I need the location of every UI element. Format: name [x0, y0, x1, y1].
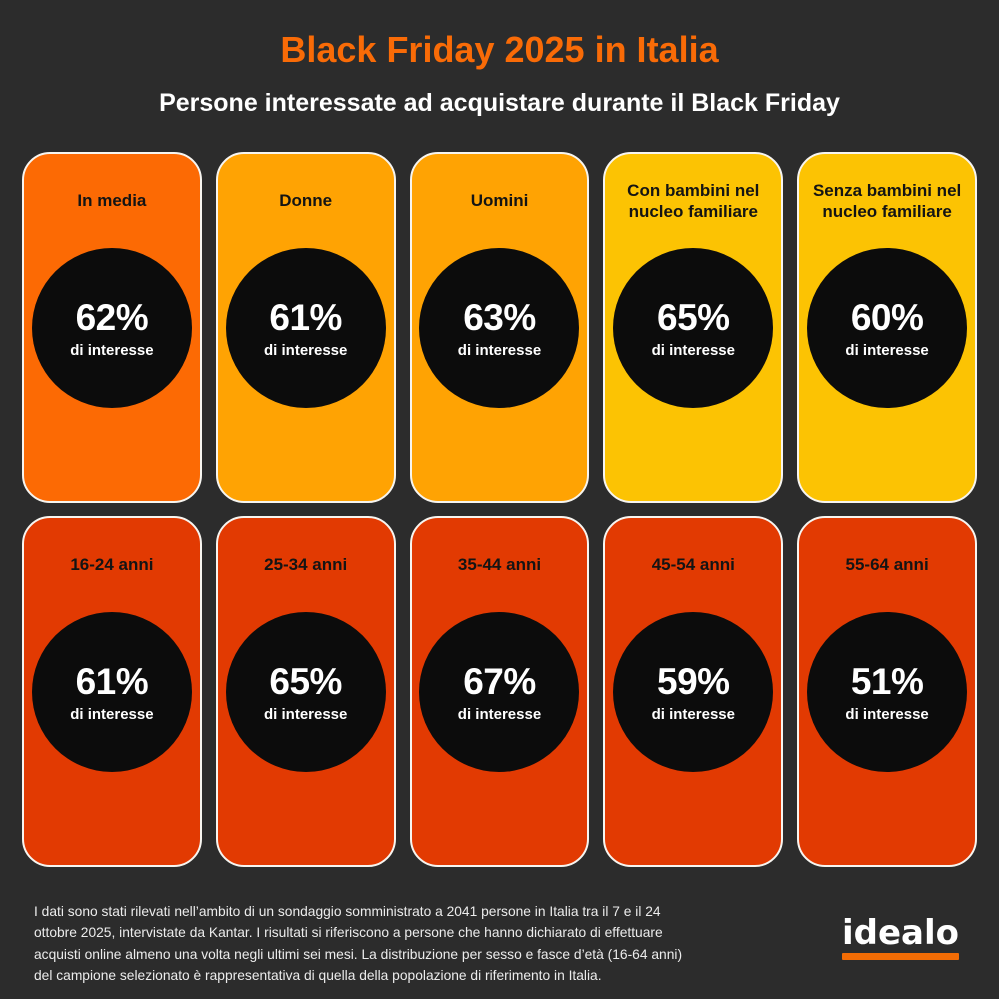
- percentage-value: 65%: [269, 660, 342, 702]
- idealo-logo-text: idealo: [841, 913, 959, 953]
- percentage-circle: 67% di interesse: [419, 612, 580, 772]
- stat-card-senza-bambini: Senza bambini nel nucleo familiare 60% d…: [797, 152, 977, 503]
- card-title: 25-34 anni: [264, 555, 348, 575]
- percentage-caption: di interesse: [845, 341, 929, 359]
- idealo-logo: idealo: [841, 913, 959, 960]
- stat-card-25-34: 25-34 anni 65% di interesse: [215, 516, 396, 867]
- card-title: Uomini: [470, 191, 529, 211]
- percentage-caption: di interesse: [70, 341, 154, 359]
- card-title: 35-44 anni: [457, 555, 542, 575]
- percentage-value: 60%: [850, 296, 924, 338]
- percentage-value: 65%: [657, 296, 730, 338]
- card-title: Senza bambini nel nucleo familiare: [812, 180, 962, 221]
- percentage-caption: di interesse: [264, 705, 348, 723]
- stat-card-35-44: 35-44 anni 67% di interesse: [409, 516, 590, 867]
- stat-card-in-media: In media 62% di interesse: [22, 152, 202, 503]
- stat-cards-grid: In media 62% di interesse Donne 61% di i…: [0, 152, 999, 867]
- page-subtitle: Persone interessate ad acquistare durant…: [159, 89, 840, 117]
- percentage-caption: di interesse: [457, 705, 542, 723]
- percentage-value: 51%: [850, 660, 924, 702]
- percentage-value: 67%: [463, 660, 536, 702]
- percentage-caption: di interesse: [651, 341, 735, 359]
- percentage-circle: 60% di interesse: [807, 248, 968, 408]
- stat-card-uomini: Uomini 63% di interesse: [409, 152, 590, 503]
- footer: I dati sono stati rilevati nell’ambito d…: [34, 901, 959, 987]
- percentage-value: 59%: [657, 660, 730, 702]
- percentage-value: 61%: [269, 296, 342, 338]
- percentage-circle: 51% di interesse: [807, 612, 968, 772]
- percentage-caption: di interesse: [651, 705, 735, 723]
- percentage-circle: 65% di interesse: [225, 612, 386, 772]
- stat-card-45-54: 45-54 anni 59% di interesse: [603, 516, 784, 867]
- percentage-caption: di interesse: [70, 705, 154, 723]
- percentage-circle: 61% di interesse: [31, 612, 192, 772]
- stat-card-donne: Donne 61% di interesse: [215, 152, 396, 503]
- idealo-logo-underline: [841, 953, 959, 960]
- stat-card-55-64: 55-64 anni 51% di interesse: [797, 516, 977, 867]
- card-title: 55-64 anni: [845, 555, 929, 575]
- percentage-circle: 63% di interesse: [419, 248, 580, 408]
- card-title: In media: [77, 191, 147, 211]
- percentage-circle: 65% di interesse: [613, 248, 774, 408]
- source-note: I dati sono stati rilevati nell’ambito d…: [34, 904, 683, 984]
- card-title: 16-24 anni: [70, 555, 154, 575]
- stat-card-con-bambini: Con bambini nel nucleo familiare 65% di …: [603, 152, 784, 503]
- percentage-value: 62%: [75, 296, 149, 338]
- percentage-value: 61%: [75, 660, 149, 702]
- page-title: Black Friday 2025 in Italia: [280, 29, 719, 70]
- percentage-circle: 62% di interesse: [31, 248, 192, 408]
- percentage-caption: di interesse: [264, 341, 348, 359]
- card-title: 45-54 anni: [651, 555, 735, 575]
- percentage-circle: 61% di interesse: [225, 248, 386, 408]
- percentage-circle: 59% di interesse: [613, 612, 774, 772]
- percentage-value: 63%: [463, 296, 536, 338]
- card-title: Donne: [279, 191, 333, 211]
- percentage-caption: di interesse: [457, 341, 542, 359]
- stat-card-16-24: 16-24 anni 61% di interesse: [22, 516, 202, 867]
- card-title: Con bambini nel nucleo familiare: [627, 180, 760, 221]
- percentage-caption: di interesse: [845, 705, 929, 723]
